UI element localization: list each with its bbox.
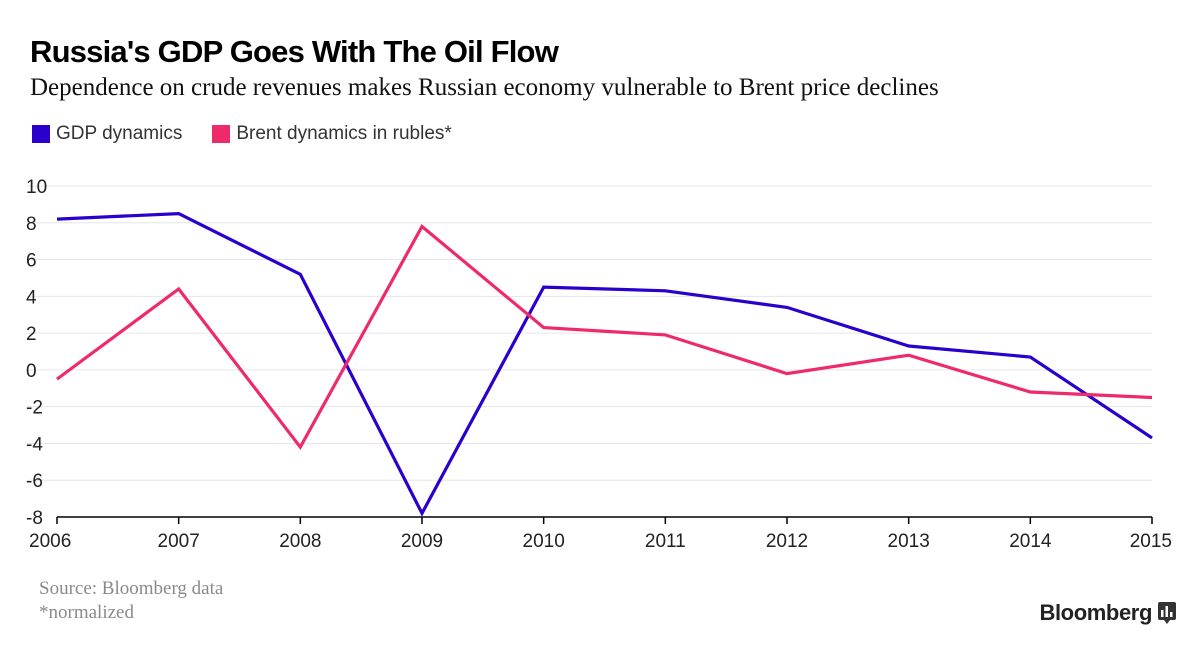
- y-axis-ticks: 10 8 6 4 2 0 -2 -4 -6 -8: [26, 177, 47, 529]
- gdp-dynamics-line: [56, 211, 1153, 517]
- x-tick-label: 2006: [29, 531, 71, 552]
- series-layer: [56, 211, 1153, 517]
- source-note: Source: Bloomberg data *normalized: [39, 577, 223, 625]
- x-axis-ticks: 2006 2007 2008 2009 2010 2011 2012 2013 2014 2015: [29, 531, 1172, 552]
- x-tick-label: 2013: [888, 531, 930, 552]
- y-tick-label: 2: [26, 324, 37, 345]
- bloomberg-chart-icon: [1158, 602, 1176, 624]
- brent-dynamics-line: [56, 224, 1153, 451]
- legend-label-gdp: GDP dynamics: [56, 123, 183, 144]
- legend-swatch-gdp: [32, 125, 50, 143]
- y-tick-label: -2: [26, 398, 43, 419]
- y-tick-label: -6: [26, 471, 43, 492]
- y-tick-label: 6: [26, 251, 37, 272]
- source-text: Source: Bloomberg data: [39, 578, 224, 599]
- y-tick-label: 0: [26, 361, 37, 382]
- x-tick-label: 2014: [1009, 531, 1052, 552]
- y-tick-label: -4: [26, 434, 43, 455]
- grid-layer: [27, 185, 1152, 481]
- bloomberg-logo: Bloomberg: [1039, 600, 1176, 626]
- chart-subtitle: Dependence on crude revenues makes Russi…: [30, 74, 939, 101]
- legend-label-brent: Brent dynamics in rubles*: [236, 123, 452, 144]
- x-tick-label: 2012: [766, 531, 808, 552]
- chart-title: Russia's GDP Goes With The Oil Flow: [30, 34, 559, 69]
- x-tick-label: 2008: [279, 531, 321, 552]
- x-tick-label: 2010: [523, 531, 565, 552]
- x-axis: [56, 516, 1153, 524]
- chart-legend: GDP dynamics Brent dynamics in rubles*: [32, 122, 482, 146]
- x-tick-label: 2009: [401, 531, 443, 552]
- y-tick-label: 8: [26, 214, 37, 235]
- legend-item-brent: Brent dynamics in rubles*: [212, 123, 452, 145]
- x-tick-label: 2011: [645, 531, 686, 552]
- brand-wordmark: Bloomberg: [1039, 600, 1152, 625]
- y-tick-label: 4: [26, 287, 37, 308]
- legend-item-gdp: GDP dynamics: [32, 123, 182, 145]
- x-tick-label: 2007: [158, 531, 200, 552]
- normalized-note: *normalized: [39, 602, 134, 623]
- y-tick-label: 10: [26, 177, 47, 198]
- legend-swatch-brent: [212, 125, 231, 143]
- y-tick-label: -8: [26, 508, 43, 529]
- x-tick-label: 2015: [1130, 531, 1172, 552]
